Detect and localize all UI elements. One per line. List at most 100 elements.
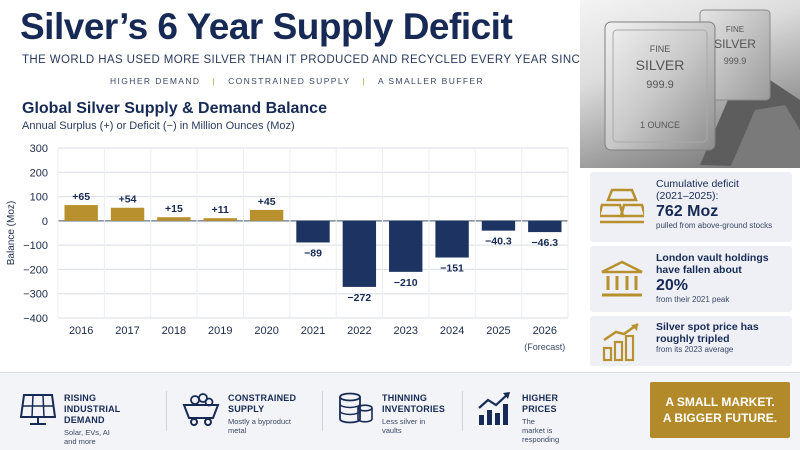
data-label: −40.3: [485, 236, 512, 248]
bar-2025: [481, 220, 516, 231]
footer-divider: [462, 391, 463, 431]
tag-separator: |: [212, 76, 217, 86]
cumulative-value: 762 Moz: [656, 203, 719, 220]
bank-icon: [600, 260, 644, 305]
footer-demand-title-1: RISING: [64, 393, 97, 403]
cta-line-1: A SMALL MARKET.: [665, 395, 775, 409]
footer-prices-title: HIGHER PRICES: [522, 393, 559, 414]
tag-smaller-buffer: A SMALLER BUFFER: [378, 76, 485, 86]
x-tick-label: 2018: [162, 325, 186, 337]
bar1-line3: 999.9: [646, 79, 674, 91]
y-tick-label: 200: [30, 167, 48, 179]
cumulative-label-1: Cumulative deficit: [656, 178, 739, 190]
spot-price-card: Silver spot price has roughly tripled fr…: [590, 316, 792, 366]
tag-higher-demand: HIGHER DEMAND: [110, 76, 201, 86]
mine-cart-icon: [182, 391, 220, 432]
vault-note: from their 2021 peak: [656, 295, 730, 304]
x-tick-label: 2017: [115, 325, 139, 337]
data-label: +15: [165, 203, 183, 215]
y-tick-label: −200: [23, 264, 48, 276]
bar-2023: [389, 220, 423, 272]
data-label: +11: [212, 204, 229, 216]
footer-inventories-title-1: THINNING: [382, 393, 428, 403]
x-tick-label: 2020: [254, 325, 278, 337]
footer-divider: [166, 391, 167, 431]
cumulative-note: pulled from above-ground stocks: [656, 221, 773, 230]
coin-stack-icon: [336, 391, 374, 432]
bar-2024: [435, 220, 469, 258]
cumulative-deficit-card: Cumulative deficit (2021–2025): 762 Moz …: [590, 172, 792, 242]
x-tick-label: 2021: [301, 325, 325, 337]
bar1-line1: FINE: [650, 44, 671, 54]
tag-constrained-supply: CONSTRAINED SUPPLY: [228, 76, 351, 86]
bar2-line2: SILVER: [714, 37, 756, 51]
gold-bars-icon: [597, 186, 647, 231]
footer-demand-title-2: INDUSTRIAL DEMAND: [64, 404, 121, 425]
data-label: −151: [440, 263, 464, 275]
bar2-line3: 999.9: [724, 56, 747, 66]
data-label: +54: [119, 194, 137, 206]
bar-2026: [528, 220, 562, 233]
y-tick-label: −100: [23, 240, 48, 252]
chart-title: Global Silver Supply & Demand Balance: [22, 100, 327, 117]
footer-demand-sub: Solar, EVs, AI and more: [64, 428, 110, 446]
x-tick-label: 2026: [533, 325, 557, 337]
forecast-note: (Forecast): [524, 342, 565, 352]
cta-banner: A SMALL MARKET. A BIGGER FUTURE.: [650, 382, 790, 438]
data-label: +45: [258, 196, 276, 208]
y-tick-label: −300: [23, 289, 48, 301]
footer-inventories-title-2: INVENTORIES: [382, 404, 446, 414]
y-axis-label: Balance (Moz): [6, 201, 17, 265]
data-label: −46.3: [532, 237, 559, 249]
vault-label-2: have fallen about: [656, 264, 742, 276]
y-tick-label: 100: [30, 192, 48, 204]
y-tick-label: −400: [23, 313, 48, 325]
tag-separator: |: [362, 76, 367, 86]
footer-supply-title-2: SUPPLY: [228, 404, 265, 414]
vault-holdings-card: London vault holdings have fallen about …: [590, 246, 792, 312]
price-label-2: roughly tripled: [656, 333, 730, 345]
bar-2019: [203, 218, 237, 221]
rising-bars-icon: [600, 322, 644, 367]
rising-chart-icon: [476, 391, 514, 432]
vault-label-1: London vault holdings: [656, 252, 769, 264]
footer-divider: [322, 391, 323, 431]
bar-2022: [342, 220, 377, 287]
bar-2021: [296, 220, 330, 243]
bar-2016: [64, 205, 98, 221]
footer-supply-sub: Mostly a byproduct metal: [228, 417, 291, 435]
x-tick-label: 2024: [440, 325, 464, 337]
cta-line-2: A BIGGER FUTURE.: [662, 411, 778, 425]
balance-bar-chart: 300 200 100 0 −100 −200 −300 −400 Balance (Moz) +…: [6, 143, 569, 352]
data-label: −210: [394, 277, 418, 289]
y-tick-label: 0: [42, 216, 48, 228]
data-label: +65: [72, 191, 90, 203]
bar1-line2: SILVER: [636, 57, 685, 73]
x-tick-label: 2025: [486, 325, 510, 337]
cumulative-label-2: (2021–2025):: [656, 190, 719, 202]
price-note: from its 2023 average: [656, 345, 734, 354]
footer-inventories-sub: Less silver in vaults: [382, 417, 426, 435]
y-tick-label: 300: [30, 143, 48, 155]
page-subtitle: THE WORLD HAS USED MORE SILVER THAN IT P…: [22, 54, 623, 66]
bar1-line4: 1 OUNCE: [640, 120, 680, 130]
x-tick-label: 2019: [208, 325, 232, 337]
page-title: Silver’s 6 Year Supply Deficit: [20, 6, 513, 47]
chart-subtitle: Annual Surplus (+) or Deficit (−) in Mil…: [22, 120, 295, 132]
footer-supply-title-1: CONSTRAINED: [228, 393, 297, 403]
bar2-line1: FINE: [726, 25, 744, 34]
bar-2018: [157, 217, 191, 221]
price-label-1: Silver spot price has: [656, 321, 759, 333]
x-tick-label: 2016: [69, 325, 93, 337]
solar-panel-icon: [18, 391, 57, 432]
bar-2020: [249, 209, 284, 221]
data-label: −89: [304, 247, 322, 259]
silver-bars-photo: FINE SILVER 999.9 1 OUNCE FINE SILVER 99…: [580, 0, 800, 168]
footer-prices-sub: The market is responding: [522, 417, 560, 444]
x-tick-label: 2023: [393, 325, 417, 337]
x-tick-label: 2022: [347, 325, 371, 337]
data-label: −272: [348, 292, 372, 304]
vault-value: 20%: [656, 277, 689, 294]
bar-2017: [110, 207, 145, 221]
theme-tags: HIGHER DEMAND | CONSTRAINED SUPPLY | A SMALL…: [110, 76, 484, 86]
